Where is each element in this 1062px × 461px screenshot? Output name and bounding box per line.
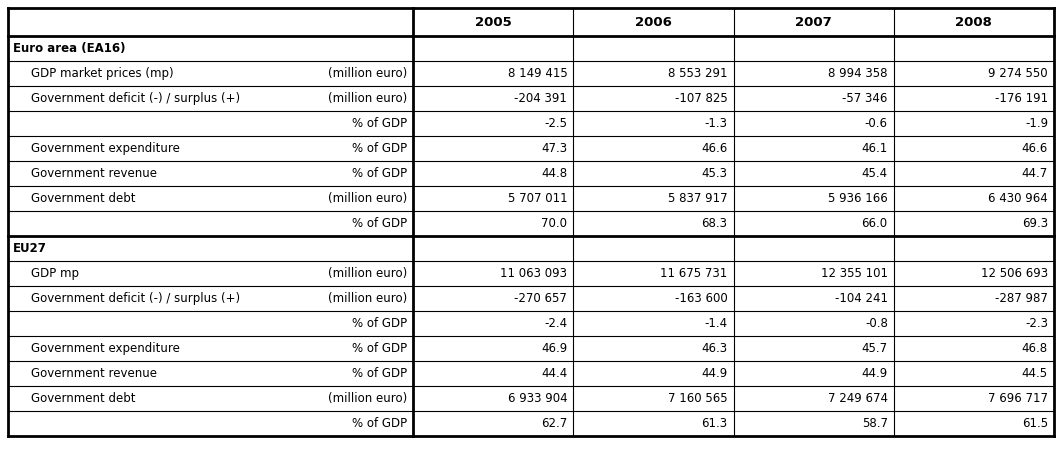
Text: 70.0: 70.0 (542, 217, 567, 230)
Text: % of GDP: % of GDP (352, 342, 407, 355)
Text: % of GDP: % of GDP (352, 367, 407, 380)
Text: % of GDP: % of GDP (352, 117, 407, 130)
Text: 44.9: 44.9 (701, 367, 727, 380)
Text: -57 346: -57 346 (842, 92, 888, 105)
Text: 5 837 917: 5 837 917 (668, 192, 727, 205)
Text: 46.3: 46.3 (701, 342, 727, 355)
Text: -176 191: -176 191 (995, 92, 1048, 105)
Text: 44.4: 44.4 (541, 367, 567, 380)
Text: Government expenditure: Government expenditure (31, 142, 179, 155)
Text: 44.7: 44.7 (1022, 167, 1048, 180)
Text: -2.5: -2.5 (544, 117, 567, 130)
Text: -2.3: -2.3 (1025, 317, 1048, 330)
Text: 11 063 093: 11 063 093 (500, 267, 567, 280)
Text: (million euro): (million euro) (328, 267, 407, 280)
Text: 7 696 717: 7 696 717 (988, 392, 1048, 405)
Text: Euro area (EA16): Euro area (EA16) (13, 42, 125, 55)
Text: Government deficit (-) / surplus (+): Government deficit (-) / surplus (+) (31, 292, 240, 305)
Text: 2005: 2005 (475, 16, 512, 29)
Text: -0.6: -0.6 (864, 117, 888, 130)
Text: 2008: 2008 (956, 16, 992, 29)
Text: 12 355 101: 12 355 101 (821, 267, 888, 280)
Text: (million euro): (million euro) (328, 92, 407, 105)
Text: -104 241: -104 241 (835, 292, 888, 305)
Text: 46.8: 46.8 (1022, 342, 1048, 355)
Text: -204 391: -204 391 (514, 92, 567, 105)
Text: 61.3: 61.3 (701, 417, 727, 430)
Text: 62.7: 62.7 (541, 417, 567, 430)
Text: -163 600: -163 600 (674, 292, 727, 305)
Text: -0.8: -0.8 (864, 317, 888, 330)
Text: 7 249 674: 7 249 674 (827, 392, 888, 405)
Text: -2.4: -2.4 (544, 317, 567, 330)
Text: 46.6: 46.6 (701, 142, 727, 155)
Text: 46.9: 46.9 (541, 342, 567, 355)
Text: Government debt: Government debt (31, 392, 136, 405)
Text: (million euro): (million euro) (328, 292, 407, 305)
Text: -1.9: -1.9 (1025, 117, 1048, 130)
Text: 45.7: 45.7 (861, 342, 888, 355)
Text: (million euro): (million euro) (328, 192, 407, 205)
Text: -107 825: -107 825 (674, 92, 727, 105)
Text: -1.4: -1.4 (704, 317, 727, 330)
Text: 8 994 358: 8 994 358 (828, 67, 888, 80)
Text: 8 553 291: 8 553 291 (668, 67, 727, 80)
Text: (million euro): (million euro) (328, 392, 407, 405)
Text: GDP market prices (mp): GDP market prices (mp) (31, 67, 173, 80)
Text: Government deficit (-) / surplus (+): Government deficit (-) / surplus (+) (31, 92, 240, 105)
Text: 5 707 011: 5 707 011 (508, 192, 567, 205)
Text: % of GDP: % of GDP (352, 417, 407, 430)
Text: -270 657: -270 657 (514, 292, 567, 305)
Text: 45.4: 45.4 (861, 167, 888, 180)
Text: 5 936 166: 5 936 166 (828, 192, 888, 205)
Text: 9 274 550: 9 274 550 (989, 67, 1048, 80)
Text: -287 987: -287 987 (995, 292, 1048, 305)
Text: % of GDP: % of GDP (352, 167, 407, 180)
Text: 2007: 2007 (795, 16, 832, 29)
Text: 12 506 693: 12 506 693 (981, 267, 1048, 280)
Text: Government revenue: Government revenue (31, 167, 157, 180)
Text: 8 149 415: 8 149 415 (508, 67, 567, 80)
Text: 7 160 565: 7 160 565 (668, 392, 727, 405)
Text: GDP mp: GDP mp (31, 267, 79, 280)
Text: 2006: 2006 (635, 16, 672, 29)
Text: 44.5: 44.5 (1022, 367, 1048, 380)
Text: EU27: EU27 (13, 242, 47, 255)
Text: (million euro): (million euro) (328, 67, 407, 80)
Text: 6 933 904: 6 933 904 (508, 392, 567, 405)
Text: Government expenditure: Government expenditure (31, 342, 179, 355)
Text: 44.8: 44.8 (542, 167, 567, 180)
Text: Government debt: Government debt (31, 192, 136, 205)
Text: 66.0: 66.0 (861, 217, 888, 230)
Text: 45.3: 45.3 (702, 167, 727, 180)
Text: % of GDP: % of GDP (352, 217, 407, 230)
Text: 69.3: 69.3 (1022, 217, 1048, 230)
Text: 68.3: 68.3 (702, 217, 727, 230)
Text: -1.3: -1.3 (704, 117, 727, 130)
Text: 46.6: 46.6 (1022, 142, 1048, 155)
Text: Government revenue: Government revenue (31, 367, 157, 380)
Text: 47.3: 47.3 (542, 142, 567, 155)
Text: 58.7: 58.7 (861, 417, 888, 430)
Text: 61.5: 61.5 (1022, 417, 1048, 430)
Text: 46.1: 46.1 (861, 142, 888, 155)
Text: % of GDP: % of GDP (352, 142, 407, 155)
Text: % of GDP: % of GDP (352, 317, 407, 330)
Text: 6 430 964: 6 430 964 (989, 192, 1048, 205)
Text: 11 675 731: 11 675 731 (661, 267, 727, 280)
Text: 44.9: 44.9 (861, 367, 888, 380)
